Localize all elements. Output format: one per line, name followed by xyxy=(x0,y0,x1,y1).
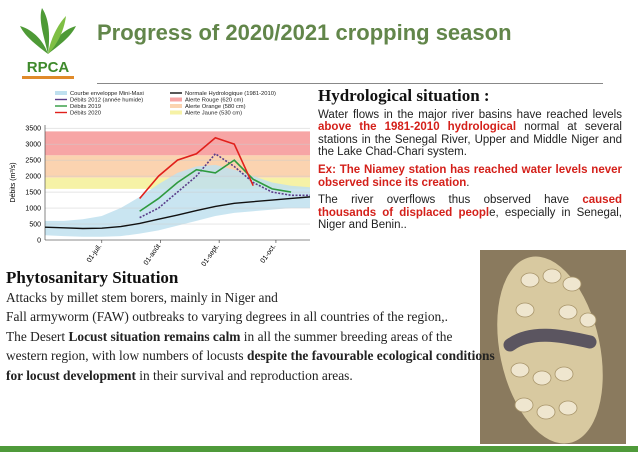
hydro-section: Hydrological situation : Water flows in … xyxy=(318,86,622,237)
footer-bar xyxy=(0,446,638,452)
text: . xyxy=(466,176,470,189)
text: above the 1981-2010 hydrological xyxy=(318,121,517,134)
legend-swatch xyxy=(170,110,182,115)
paragraph: Ex: The Niamey station has reached water… xyxy=(318,164,622,189)
text: in all the summer breeding areas of the … xyxy=(6,328,453,364)
y-tick-label: 3000 xyxy=(25,142,41,149)
phyto-section: Phytosanitary Situation Attacks by mille… xyxy=(6,268,496,385)
kernels xyxy=(510,268,597,420)
legend-label: Débits 2020 xyxy=(70,111,101,117)
phyto-heading: Phytosanitary Situation xyxy=(6,268,179,287)
legend-swatch xyxy=(170,104,182,108)
alert-band xyxy=(45,131,310,156)
hydro-heading: Hydrological situation : xyxy=(318,86,490,105)
legend-label: Alerte Jaune (530 cm) xyxy=(185,111,242,117)
text: caused thousands of displaced peopl xyxy=(318,194,622,219)
y-tick-label: 1000 xyxy=(25,206,41,213)
envelope-area xyxy=(45,164,310,237)
text: Locust situation remains calm xyxy=(68,328,241,344)
text: The Desert xyxy=(6,328,69,344)
text: Ex: The Niamey station has reached water… xyxy=(318,163,622,189)
logo-text: RPCA xyxy=(27,59,70,76)
paragraph: The Desert Locust situation remains calm… xyxy=(6,327,496,386)
text: despite the favourable ecological condit… xyxy=(6,348,495,383)
series-line xyxy=(139,159,292,212)
larva xyxy=(503,328,597,352)
series-line xyxy=(139,136,254,199)
y-tick-label: 2500 xyxy=(25,158,41,165)
y-tick-label: 0 xyxy=(37,238,41,245)
text: e, especially in Senegal, Niger and Beni… xyxy=(318,206,623,232)
legend-label: Normale Hydrologique (1981-2010) xyxy=(185,91,276,97)
y-tick-label: 3500 xyxy=(25,126,41,133)
paragraph: Attacks by millet stem borers, mainly in… xyxy=(6,288,496,308)
text: Attacks by millet stem borers, mainly in… xyxy=(6,289,278,305)
y-tick-label: 500 xyxy=(29,222,41,229)
photo xyxy=(480,250,626,444)
slide-title: Progress of 2020/2021 cropping season xyxy=(97,20,512,45)
paragraph: Fall armyworm (FAW) outbreaks to varying… xyxy=(6,307,496,327)
legend-label: Débits 2019 xyxy=(70,104,101,110)
series-line xyxy=(44,196,311,230)
paragraph: The river overflows thus observed have c… xyxy=(318,194,622,232)
alert-band xyxy=(45,155,310,178)
y-tick-label: 1500 xyxy=(25,190,41,197)
logo-leaves xyxy=(20,8,76,54)
legend-label: Alerte Rouge (620 cm) xyxy=(185,98,243,104)
legend-label: Débits 2012 (année humide) xyxy=(70,98,143,104)
legend-swatch xyxy=(170,97,182,102)
y-tick-label: 2000 xyxy=(25,174,41,181)
legend-label: Courbe enveloppe Mini-Maxi xyxy=(70,91,144,97)
title-rule xyxy=(97,83,603,84)
paragraph: Water flows in the major river basins ha… xyxy=(318,109,622,159)
text: Water flows in the major river basins ha… xyxy=(318,108,622,121)
y-axis-label: Débits (m³/s) xyxy=(10,162,17,202)
text: normal at several stations in the Senega… xyxy=(318,121,622,159)
text: The river overflows thus observed have xyxy=(318,194,583,207)
logo-bar xyxy=(22,76,74,79)
text: in their survival and reproduction areas… xyxy=(135,367,353,383)
legend-label: Alerte Orange (580 cm) xyxy=(185,104,246,110)
text: Fall armyworm (FAW) outbreaks to varying… xyxy=(6,309,448,324)
logo: RPCA xyxy=(20,8,76,79)
legend-swatch xyxy=(55,91,67,95)
